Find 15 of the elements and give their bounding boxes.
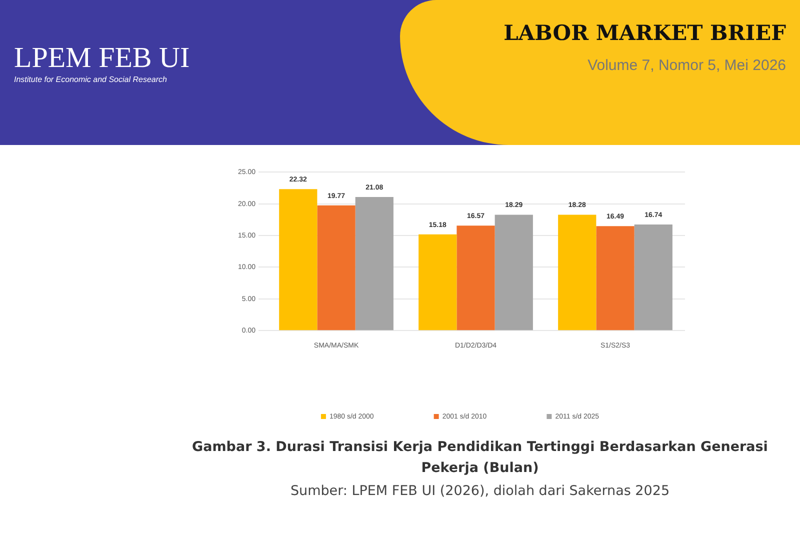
bar: [634, 224, 672, 330]
text: Volume 7, Nomor 5, Mei 2026: [586, 57, 786, 74]
bar: [355, 197, 394, 330]
bar: [558, 214, 596, 330]
text: Sumber: LPEM FEB UI (2026), diolah dari Sakernas 2025: [289, 483, 671, 499]
bar: [317, 205, 356, 330]
bar: [418, 234, 457, 330]
bar: [494, 214, 533, 330]
bar: [596, 226, 634, 330]
text: LABOR MARKET BRIEF: [504, 20, 786, 45]
text: Institute for Economic and Social Research: [14, 75, 168, 84]
bar: [279, 189, 318, 330]
bar: [456, 226, 495, 330]
text: LPEM FEB UI: [14, 42, 190, 75]
text: Gambar 3. Durasi Transisi Kerja Pendidikan Tertinggi Berdasarkan Generasi Pekerja (Bulan): [191, 438, 769, 478]
